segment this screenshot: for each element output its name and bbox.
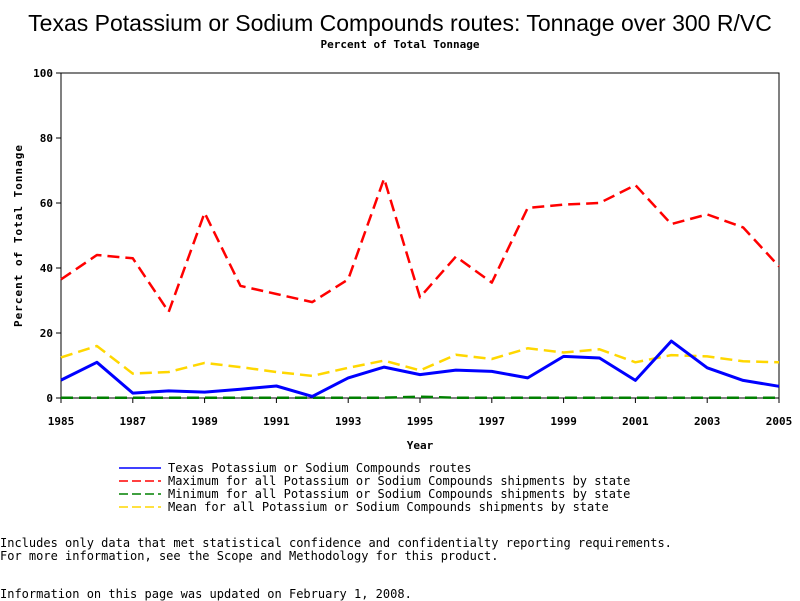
- x-tick-label: 1995: [407, 415, 434, 428]
- y-tick-label: 60: [40, 197, 53, 210]
- chart-subtitle: Percent of Total Tonnage: [320, 38, 480, 51]
- confidence-note: Includes only data that met statistical …: [0, 536, 672, 550]
- legend-label-1: Maximum for all Potassium or Sodium Comp…: [168, 474, 630, 488]
- x-tick-label: 1987: [120, 415, 147, 428]
- x-tick-label: 1985: [48, 415, 75, 428]
- chart-legend: Texas Potassium or Sodium Compounds rout…: [119, 461, 630, 514]
- methodology-note: For more information, see the Scope and …: [0, 549, 499, 563]
- y-tick-label: 80: [40, 132, 53, 145]
- y-tick-label: 0: [46, 392, 53, 405]
- chart-axes: 0 20 40 60 80 100 1985 1987 1989 1991 1993 1995 1997…: [12, 67, 792, 452]
- x-tick-label: 1989: [191, 415, 218, 428]
- chart-series: [60, 177, 780, 399]
- legend-label-2: Minimum for all Potassium or Sodium Comp…: [168, 487, 630, 501]
- y-tick-label: 20: [40, 327, 53, 340]
- x-tick-label: 2001: [622, 415, 649, 428]
- x-tick-label: 2005: [766, 415, 793, 428]
- series-line-2: [61, 395, 779, 399]
- y-tick-label: 100: [33, 67, 53, 80]
- series-line-3: [60, 344, 780, 378]
- plot-frame: [60, 72, 780, 399]
- x-tick-label: 1991: [263, 415, 290, 428]
- x-tick-label: 1999: [550, 415, 577, 428]
- x-tick-label: 1993: [335, 415, 362, 428]
- x-tick-label: 1997: [479, 415, 506, 428]
- series-line-1: [60, 177, 780, 314]
- y-axis-label: Percent of Total Tonnage: [12, 144, 25, 327]
- updated-note: Information on this page was updated on …: [0, 587, 412, 601]
- legend-label-3: Mean for all Potassium or Sodium Compoun…: [168, 500, 609, 514]
- y-tick-label: 40: [40, 262, 53, 275]
- series-line-0: [60, 339, 780, 398]
- x-axis-label: Year: [407, 439, 434, 452]
- legend-label-0: Texas Potassium or Sodium Compounds rout…: [168, 461, 471, 475]
- x-tick-label: 2003: [694, 415, 721, 428]
- chart-title: Texas Potassium or Sodium Compounds rout…: [28, 10, 772, 36]
